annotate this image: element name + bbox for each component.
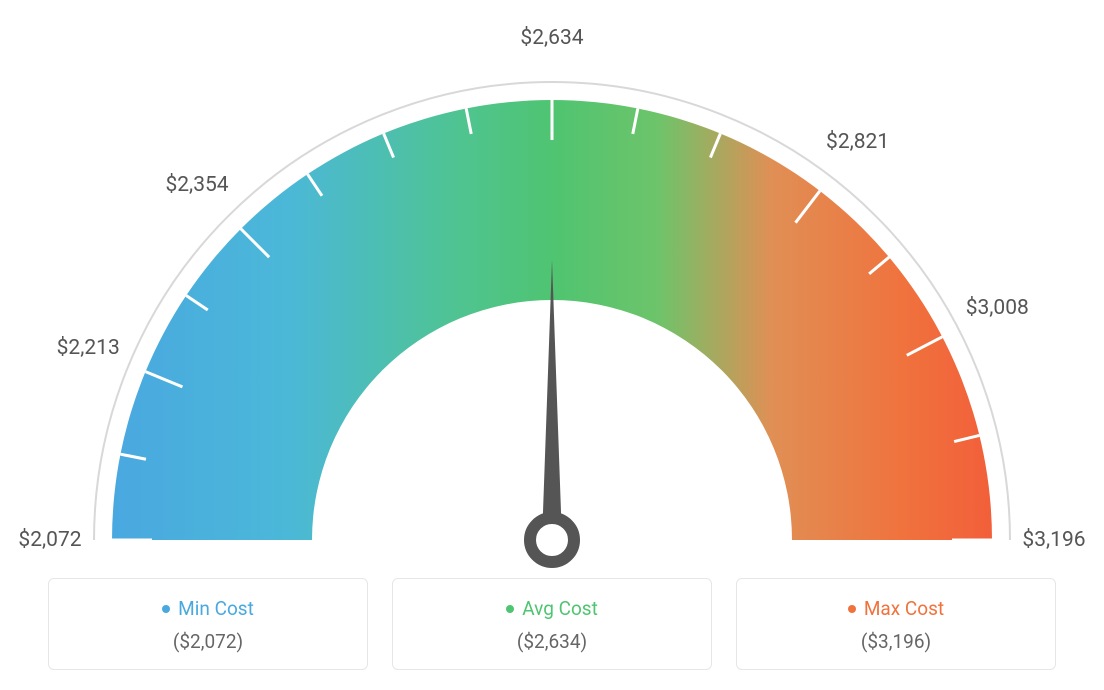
legend-value-min: ($2,072) — [61, 630, 355, 653]
legend-card-max: Max Cost ($3,196) — [736, 578, 1056, 670]
legend-value-max: ($3,196) — [749, 630, 1043, 653]
gauge-tick-label: $2,354 — [165, 173, 228, 197]
gauge-tick-label: $3,008 — [966, 296, 1029, 320]
legend-card-min: Min Cost ($2,072) — [48, 578, 368, 670]
gauge-tick-label: $2,213 — [57, 336, 120, 360]
gauge-chart — [0, 0, 1104, 570]
legend-value-avg: ($2,634) — [405, 630, 699, 653]
gauge-container: $2,072 $2,213 $2,354 $2,634 $2,821 $3,008 $3,1… — [0, 0, 1104, 570]
legend-title-avg-text: Avg Cost — [522, 597, 598, 620]
legend-dot-min — [162, 605, 170, 613]
gauge-tick-label: $2,072 — [18, 528, 81, 552]
legend-title-max: Max Cost — [848, 597, 944, 620]
legend-title-min-text: Min Cost — [178, 597, 254, 620]
legend-title-min: Min Cost — [162, 597, 254, 620]
legend-title-max-text: Max Cost — [864, 597, 944, 620]
legend-card-avg: Avg Cost ($2,634) — [392, 578, 712, 670]
legend-dot-avg — [506, 605, 514, 613]
gauge-tick-label: $2,821 — [826, 130, 889, 154]
legend-title-avg: Avg Cost — [506, 597, 598, 620]
gauge-tick-label: $3,196 — [1022, 528, 1085, 552]
legend-row: Min Cost ($2,072) Avg Cost ($2,634) Max … — [0, 578, 1104, 670]
legend-dot-max — [848, 605, 856, 613]
gauge-tick-label: $2,634 — [520, 26, 583, 50]
